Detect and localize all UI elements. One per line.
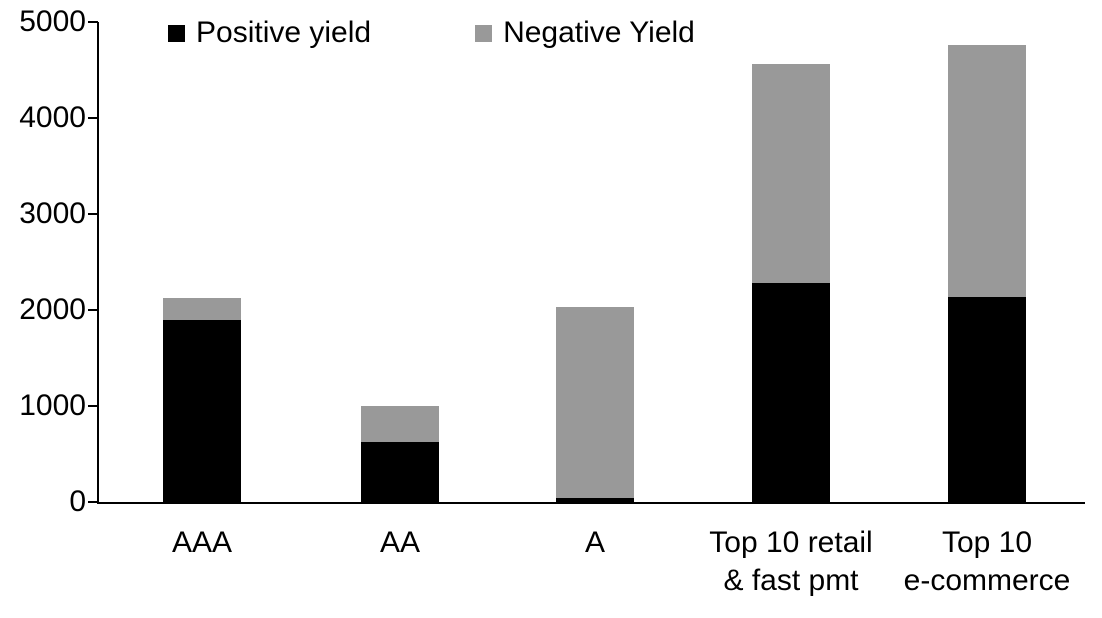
- bar-segment-negative: [361, 406, 439, 443]
- y-axis-line: [97, 22, 99, 504]
- bar-segment-positive: [361, 442, 439, 502]
- y-axis-tick: [88, 501, 98, 503]
- bar-segment-positive: [948, 296, 1026, 502]
- bar-segment-negative: [948, 45, 1026, 297]
- y-axis-tick: [88, 309, 98, 311]
- legend-item-negative-yield: Negative Yield: [475, 18, 695, 48]
- bar-segment-negative: [752, 64, 830, 284]
- y-tick-label: 2000: [19, 293, 86, 326]
- chart-legend: Positive yield Negative Yield: [168, 18, 695, 48]
- bar-segment-negative: [556, 307, 634, 498]
- y-axis-tick: [88, 117, 98, 119]
- y-tick-label: 3000: [19, 197, 86, 230]
- bar-segment-positive: [556, 497, 634, 502]
- bar-segment-positive: [752, 283, 830, 502]
- bar-segment-negative: [163, 297, 241, 320]
- y-tick-label: 1000: [19, 389, 86, 422]
- legend-label-positive-yield: Positive yield: [196, 16, 372, 49]
- x-category-label: Top 10 e-commerce: [837, 524, 1102, 600]
- legend-swatch-negative-yield-icon: [475, 24, 493, 42]
- x-category-label-line: Top 10 retail: [709, 526, 873, 559]
- x-category-label-line: Top 10: [941, 526, 1033, 559]
- x-category-label-line: A: [584, 526, 605, 559]
- bar-segment-positive: [163, 319, 241, 502]
- x-category-label-line: e-commerce: [903, 564, 1071, 597]
- x-category-label: AA: [250, 524, 550, 562]
- y-tick-label: 4000: [19, 101, 86, 134]
- x-category-label-line: AA: [379, 526, 421, 559]
- x-category-label-line: & fast pmt: [723, 564, 859, 597]
- legend-item-positive-yield: Positive yield: [168, 18, 371, 48]
- legend-swatch-positive-yield-icon: [168, 24, 185, 42]
- y-axis-tick: [88, 21, 98, 23]
- y-axis-tick: [88, 213, 98, 215]
- x-category-label: AAA: [52, 524, 352, 562]
- y-tick-label: 0: [69, 485, 86, 518]
- x-category-label: Top 10 retail & fast pmt: [641, 524, 941, 600]
- x-category-label-line: AAA: [171, 526, 233, 559]
- x-category-label: A: [445, 524, 745, 562]
- y-axis-tick: [88, 405, 98, 407]
- legend-label-negative-yield: Negative Yield: [503, 16, 695, 49]
- x-axis-line: [97, 502, 1085, 504]
- y-tick-label: 5000: [19, 5, 86, 38]
